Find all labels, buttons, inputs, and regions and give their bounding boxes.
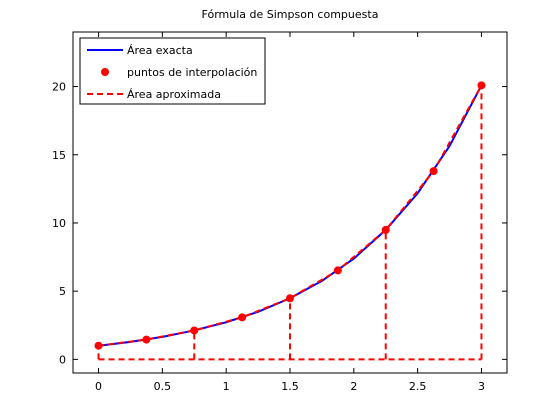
interpolation-point <box>142 335 151 344</box>
legend-label-exact-area: Área exacta <box>127 44 193 57</box>
y-tick-label: 5 <box>59 285 66 298</box>
interpolation-point <box>429 167 438 176</box>
axis-ticks: 0 0.5 1 1.5 2 2.5 3 0 5 10 15 20 <box>52 32 507 393</box>
legend: Área exacta puntos de interpolación Área a… <box>79 37 266 105</box>
legend-label-interpolation-points: puntos de interpolación <box>127 66 257 79</box>
legend-label-approx-area: Área aproximada <box>127 88 221 101</box>
interpolation-point <box>94 341 103 350</box>
interpolation-point <box>238 313 247 322</box>
interpolation-point <box>477 81 486 90</box>
y-tick-label: 15 <box>52 149 66 162</box>
series-approx-area-line <box>98 84 483 347</box>
interpolation-point <box>190 326 199 335</box>
legend-swatch-interpolation-points <box>101 68 109 76</box>
interpolation-point <box>286 294 294 303</box>
plot-area <box>94 81 486 361</box>
x-tick-label: 0 <box>95 380 102 393</box>
x-tick-label: 0.5 <box>154 380 172 393</box>
x-tick-label: 2 <box>350 380 357 393</box>
x-tick-label: 3 <box>478 380 485 393</box>
y-tick-label: 20 <box>52 81 66 94</box>
chart-title: Fórmula de Simpson compuesta <box>202 8 379 21</box>
x-tick-label: 1 <box>223 380 230 393</box>
interpolation-point <box>381 225 390 234</box>
x-tick-label: 2.5 <box>409 380 427 393</box>
interpolation-point <box>333 266 342 275</box>
y-tick-label: 10 <box>52 217 66 230</box>
y-tick-label: 0 <box>59 353 66 366</box>
x-tick-label: 1.5 <box>281 380 299 393</box>
